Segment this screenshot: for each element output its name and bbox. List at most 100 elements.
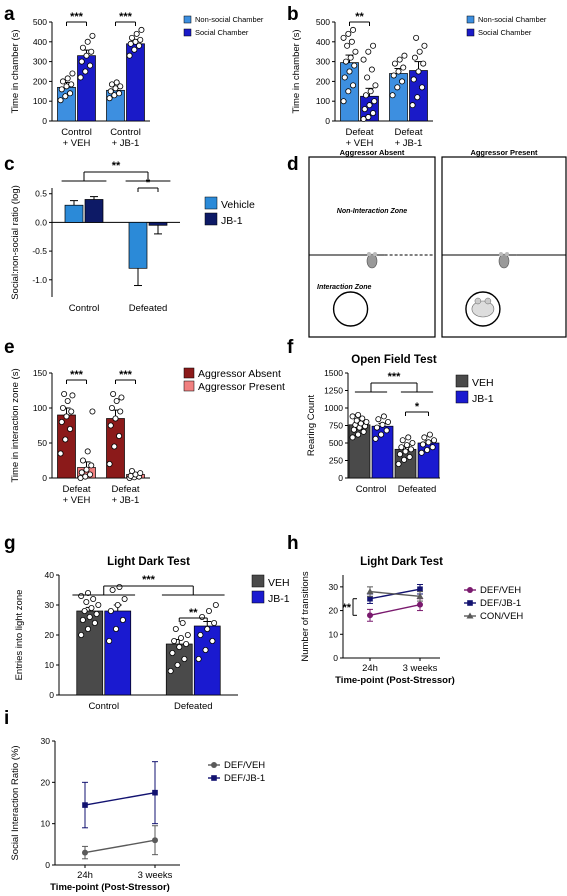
data-point: [111, 443, 118, 450]
legend-label: VEH: [472, 377, 494, 389]
data-point: [137, 470, 144, 477]
mouse-icon: [498, 253, 510, 269]
y-tick-label: 300: [33, 57, 47, 67]
panel-label-g: g: [4, 533, 16, 554]
y-tick-label: 10: [329, 629, 339, 639]
y-tick-label: 1000: [324, 403, 343, 413]
data-point: [133, 30, 140, 37]
data-point: [116, 584, 123, 591]
legend-label: Social Chamber: [478, 28, 532, 37]
data-point: [396, 56, 403, 63]
data-point: [174, 662, 181, 669]
data-point: [408, 446, 415, 453]
data-point: [86, 614, 93, 621]
x-tick-label: Control: [356, 484, 387, 495]
data-point: [172, 626, 179, 633]
data-point: [90, 596, 97, 603]
data-point: [89, 408, 96, 415]
x-tick-label: Defeated: [398, 484, 437, 495]
y-axis-label: Number of transitions: [300, 571, 311, 662]
legend-label: JB-1: [472, 393, 494, 405]
arena-box: [308, 156, 436, 338]
y-tick-label: 0: [333, 653, 338, 663]
data-point: [209, 638, 216, 645]
panel-label-b: b: [287, 4, 299, 25]
data-point: [352, 48, 359, 55]
data-point: [371, 98, 378, 105]
panel-label-c: c: [4, 154, 15, 175]
data-point: [413, 34, 420, 41]
data-point: [366, 102, 373, 109]
data-point: [425, 439, 432, 446]
data-point: [110, 390, 117, 397]
data-point: [61, 390, 68, 397]
arena-title: Aggressor Present: [470, 148, 538, 157]
data-point: [409, 102, 416, 109]
bar: [76, 610, 104, 696]
data-point: [401, 52, 408, 59]
series-line: [369, 603, 421, 616]
data-point: [355, 431, 362, 438]
legend-label: Social Chamber: [195, 28, 249, 37]
legend-label: JB-1: [268, 593, 290, 605]
data-point: [212, 602, 219, 609]
data-point: [87, 471, 94, 478]
data-point: [78, 593, 85, 600]
y-tick-label: 10: [45, 660, 55, 670]
data-point: [394, 84, 401, 91]
aggressor-mouse-icon: [471, 300, 495, 318]
data-point: [88, 462, 95, 469]
legend-swatch: [183, 367, 195, 379]
data-point: [431, 437, 438, 444]
panel-label-a: a: [4, 4, 15, 25]
sig-label: ***: [70, 11, 84, 23]
x-tick-label: Defeated: [174, 701, 213, 712]
y-tick-label: 100: [33, 403, 47, 413]
data-point: [64, 75, 71, 82]
data-marker: [467, 587, 473, 593]
data-point: [199, 614, 206, 621]
y-tick-label: 20: [41, 777, 51, 787]
panel-f: 0 250 500 750 1000 1250 1500 Rearing Count Contr…: [306, 354, 494, 495]
data-point: [126, 52, 133, 59]
data-point: [344, 42, 351, 49]
y-tick-label: 100: [316, 96, 330, 106]
data-point: [342, 58, 349, 65]
data-point: [409, 439, 416, 446]
data-point: [405, 434, 412, 441]
data-point: [396, 451, 403, 458]
arena-box: [441, 156, 567, 338]
data-point: [95, 602, 102, 609]
data-point: [372, 82, 379, 89]
legend-label: VEH: [268, 577, 290, 589]
data-point: [113, 79, 120, 86]
data-point: [350, 26, 357, 33]
sig-label: **: [342, 602, 351, 614]
data-point: [362, 92, 369, 99]
data-point: [202, 647, 209, 654]
data-point: [426, 431, 433, 438]
data-point: [128, 467, 135, 474]
data-point: [372, 435, 379, 442]
data-point: [79, 617, 86, 624]
x-tick-label: 3 weeks: [138, 870, 173, 881]
sig-label: **: [355, 11, 364, 23]
data-point: [378, 431, 385, 438]
data-point: [87, 62, 94, 69]
data-point: [350, 426, 357, 433]
y-tick-label: 20: [45, 630, 55, 640]
data-point: [131, 46, 138, 53]
data-point: [383, 427, 390, 434]
data-point: [116, 432, 123, 439]
data-point: [88, 605, 95, 612]
data-point: [365, 48, 372, 55]
data-point: [113, 626, 120, 633]
mouse-ear-icon: [373, 252, 377, 256]
data-point: [385, 418, 392, 425]
data-point: [349, 413, 356, 420]
legend-swatch: [455, 374, 469, 388]
legend-swatch: [183, 15, 192, 24]
legend-label: Non-social Chamber: [195, 15, 264, 24]
panel-label-e: e: [4, 337, 15, 358]
mouse-ear-icon: [484, 297, 492, 305]
